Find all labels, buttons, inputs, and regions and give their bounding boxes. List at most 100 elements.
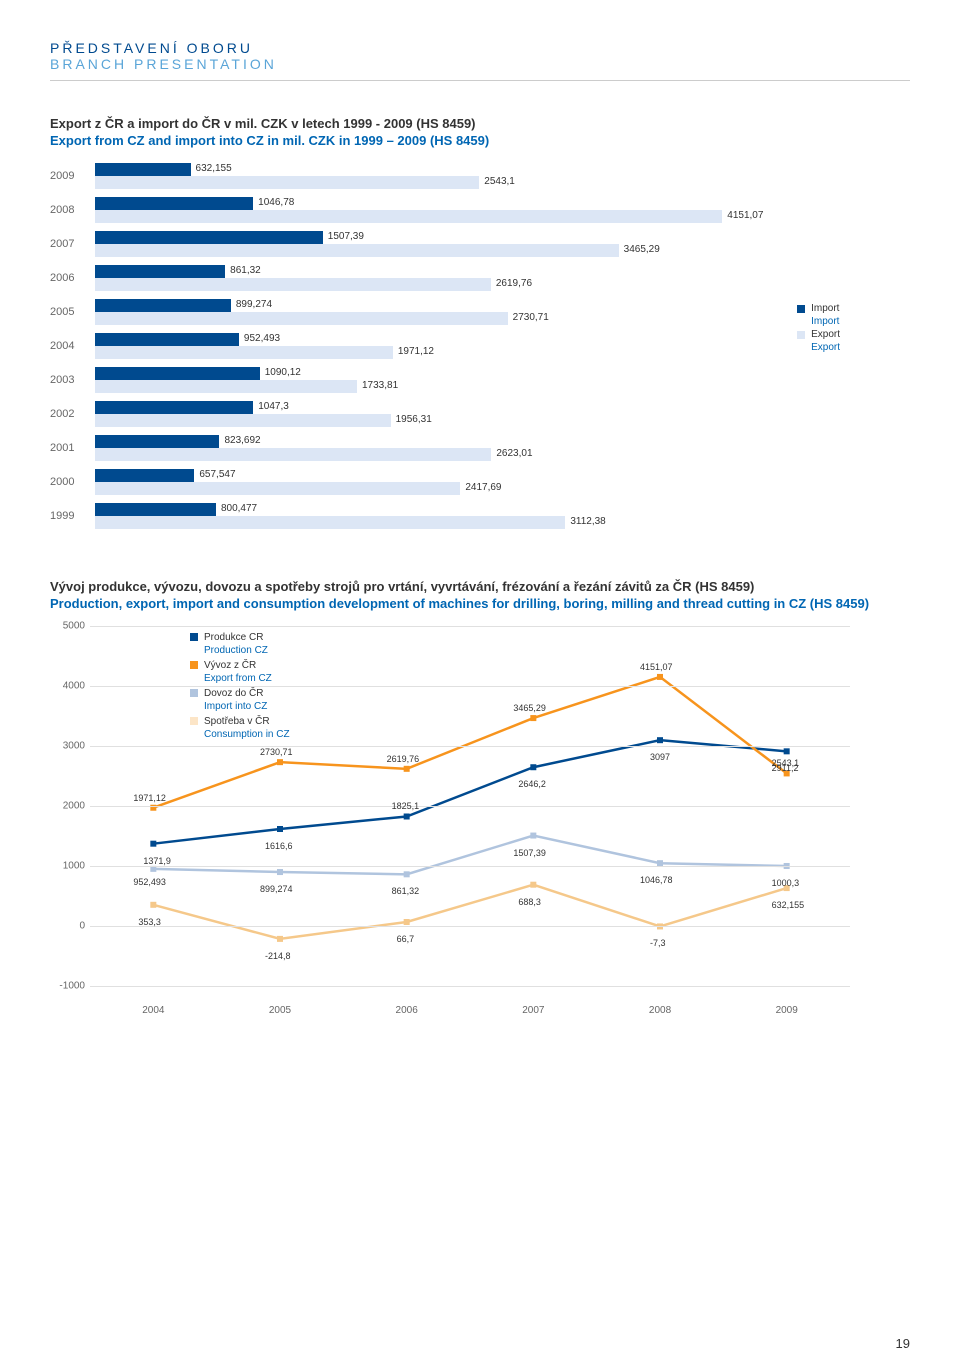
- year-label: 1999: [50, 510, 95, 522]
- export-value: 2619,76: [496, 278, 532, 289]
- export-bar: [95, 176, 479, 189]
- x-tick: 2005: [217, 1005, 344, 1016]
- data-point-label: 632,155: [772, 900, 805, 910]
- data-point-label: 1507,39: [513, 848, 546, 858]
- header-en: BRANCH PRESENTATION: [50, 56, 910, 72]
- export-bar: [95, 278, 491, 291]
- export-bar: [95, 244, 619, 257]
- data-point-label: 899,274: [260, 884, 293, 894]
- bar-row: 2006861,322619,76: [50, 265, 830, 291]
- import-bar: [95, 197, 253, 210]
- y-tick: 0: [79, 921, 85, 932]
- x-tick: 2006: [343, 1005, 470, 1016]
- export-value: 3112,38: [570, 516, 605, 527]
- bar-chart-title-en: Export from CZ and import into CZ in mil…: [50, 133, 910, 148]
- x-tick: 2009: [723, 1005, 850, 1016]
- y-tick: 1000: [63, 861, 85, 872]
- bar-row: 2004 952,493 1971,12: [50, 333, 830, 359]
- export-bar: [95, 448, 491, 461]
- data-point-label: 3465,29: [513, 703, 546, 713]
- line-chart-title-en: Production, export, import and consumpti…: [50, 596, 910, 611]
- data-point-label: 861,32: [392, 886, 420, 896]
- y-tick: 3000: [63, 741, 85, 752]
- bar-row: 2005 899,274 2730,71: [50, 299, 830, 325]
- export-value: 2417,69: [465, 482, 501, 493]
- year-label: 2003: [50, 374, 95, 386]
- data-point-label: 1000,3: [772, 878, 800, 888]
- bar-row: 20021047,31956,31: [50, 401, 830, 427]
- year-label: 2009: [50, 170, 95, 182]
- import-value: 1047,3: [258, 401, 289, 412]
- import-value: 632,155: [196, 163, 232, 174]
- export-bar: [95, 312, 508, 325]
- line-chart-legend: Produkce CRProduction CZVývoz z ČRExport…: [190, 631, 290, 743]
- import-value: 1090,12: [265, 367, 301, 378]
- legend-item: Vývoz z ČRExport from CZ: [190, 659, 290, 685]
- header-cz: PŘEDSTAVENÍ OBORU: [50, 40, 910, 56]
- export-value: 1733,81: [362, 380, 398, 391]
- year-label: 2000: [50, 476, 95, 488]
- data-point-label: 4151,07: [640, 662, 673, 672]
- page-number: 19: [896, 1336, 910, 1351]
- export-bar: [95, 482, 460, 495]
- data-point-label: 1825,1: [392, 801, 420, 811]
- export-bar: [95, 346, 393, 359]
- x-tick: 2004: [90, 1005, 217, 1016]
- import-bar: [95, 503, 216, 516]
- import-value: 861,32: [230, 265, 261, 276]
- page-header: PŘEDSTAVENÍ OBORU BRANCH PRESENTATION: [50, 40, 910, 81]
- import-value: 657,547: [199, 469, 235, 480]
- export-value: 1971,12: [398, 346, 434, 357]
- y-tick: 4000: [63, 681, 85, 692]
- data-point-label: 2646,2: [518, 779, 546, 789]
- year-label: 2005: [50, 306, 95, 318]
- import-bar: [95, 299, 231, 312]
- export-value: 2730,71: [513, 312, 549, 323]
- export-value: 4151,07: [727, 210, 763, 221]
- export-value: 1956,31: [396, 414, 432, 425]
- import-bar: [95, 469, 194, 482]
- data-point-label: -7,3: [650, 938, 666, 948]
- year-label: 2008: [50, 204, 95, 216]
- bar-row: 2000 657,547 2417,69: [50, 469, 830, 495]
- import-bar: [95, 333, 239, 346]
- year-label: 2004: [50, 340, 95, 352]
- bar-chart-title-cz: Export z ČR a import do ČR v mil. CZK v …: [50, 116, 910, 131]
- import-bar: [95, 231, 323, 244]
- export-bar: [95, 380, 357, 393]
- export-value: 3465,29: [624, 244, 660, 255]
- data-point-label: 688,3: [518, 897, 541, 907]
- data-point-label: 2543,1: [772, 758, 800, 768]
- export-value: 2623,01: [496, 448, 532, 459]
- import-value: 1046,78: [258, 197, 294, 208]
- import-bar: [95, 435, 219, 448]
- import-value: 899,274: [236, 299, 272, 310]
- data-point-label: 2619,76: [387, 754, 420, 764]
- bar-row: 2009 632,155 2543,1: [50, 163, 830, 189]
- data-point-label: 66,7: [397, 934, 415, 944]
- legend-item: Dovoz do ČRImport into CZ: [190, 687, 290, 713]
- legend-item: Spotřeba v ČRConsumption in CZ: [190, 715, 290, 741]
- bar-row: 2007 1507,39 3465,29: [50, 231, 830, 257]
- y-tick: 5000: [63, 621, 85, 632]
- bar-row: 2001823,6922623,01: [50, 435, 830, 461]
- bar-row: 2003 1090,12 1733,81: [50, 367, 830, 393]
- import-bar: [95, 367, 260, 380]
- bar-chart: Import Import Export Export 2009632,1552…: [50, 163, 830, 529]
- export-value: 2543,1: [484, 176, 515, 187]
- import-value: 1507,39: [328, 231, 364, 242]
- export-bar: [95, 516, 565, 529]
- legend-item: Produkce CRProduction CZ: [190, 631, 290, 657]
- import-value: 952,493: [244, 333, 280, 344]
- import-bar: [95, 401, 253, 414]
- x-tick: 2008: [597, 1005, 724, 1016]
- x-tick: 2007: [470, 1005, 597, 1016]
- bar-row: 1999800,4773112,38: [50, 503, 830, 529]
- line-chart-title-cz: Vývoj produkce, vývozu, dovozu a spotřeb…: [50, 579, 910, 594]
- year-label: 2001: [50, 442, 95, 454]
- data-point-label: 952,493: [133, 877, 166, 887]
- y-tick: -1000: [59, 981, 85, 992]
- export-bar: [95, 210, 722, 223]
- import-bar: [95, 265, 225, 278]
- year-label: 2007: [50, 238, 95, 250]
